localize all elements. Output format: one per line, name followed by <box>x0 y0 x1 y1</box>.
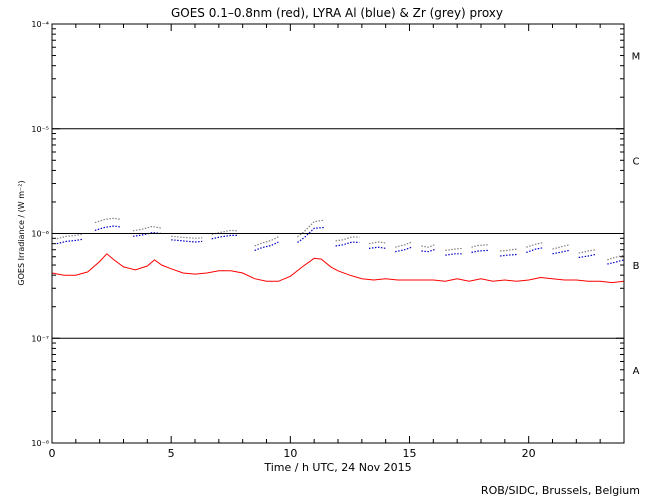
y-tick-label-2: 10⁻⁶ <box>31 230 49 239</box>
x-tick-label-5: 5 <box>168 447 175 460</box>
chart-title: GOES 0.1–0.8nm (red), LYRA Al (blue) & Z… <box>171 6 503 20</box>
series-2-line-15 <box>552 244 570 250</box>
series-2-line-11 <box>445 247 462 251</box>
series-2-line-2 <box>132 225 162 232</box>
series-2-line-1 <box>94 217 122 224</box>
series-2-line-13 <box>500 248 517 252</box>
y-axis-label: GOES Irradiance / (W m⁻²) <box>17 180 26 285</box>
x-tick-label-20: 20 <box>522 447 536 460</box>
y-tick-label-3: 10⁻⁷ <box>31 334 49 343</box>
y-tick-label-1: 10⁻⁵ <box>31 125 49 134</box>
x-axis-label: Time / h UTC, 24 Nov 2015 <box>263 461 411 474</box>
series-1-line-11 <box>445 253 462 256</box>
flare-class-a: A <box>633 366 640 377</box>
y-axis: 10⁻⁴ 10⁻⁵ 10⁻⁶ 10⁻⁷ 10⁻⁸ <box>31 20 624 448</box>
flare-class-b: B <box>633 261 640 272</box>
series-2-line-12 <box>471 244 489 248</box>
series-2-line-6 <box>297 219 324 238</box>
x-tick-label-15: 15 <box>403 447 417 460</box>
y-tick-label-4: 10⁻⁸ <box>31 439 49 448</box>
series-2-line-14 <box>526 241 544 248</box>
series-1-line-4 <box>211 234 238 240</box>
flare-class-labels: M C B A <box>632 52 641 377</box>
flare-class-c: C <box>633 156 640 167</box>
series-2-line-0 <box>56 233 84 240</box>
series-1-line-10 <box>421 248 436 253</box>
x-tick-label-10: 10 <box>283 447 297 460</box>
series-1-line-17 <box>607 259 625 265</box>
series-2-line-8 <box>368 241 386 245</box>
credit-footer: ROB/SIDC, Brussels, Belgium <box>480 484 640 497</box>
series-1-line-0 <box>56 238 84 245</box>
x-axis: 0 5 10 15 20 <box>49 24 625 460</box>
series-1-line-13 <box>500 253 517 257</box>
series-2-line-17 <box>607 254 625 261</box>
reference-lines <box>52 128 624 339</box>
series-1-line-6 <box>297 226 324 243</box>
series-2-line-5 <box>254 236 279 247</box>
series-2-line-10 <box>421 243 436 248</box>
series-2-line-9 <box>395 241 413 248</box>
series-2-line-3 <box>171 235 203 239</box>
series-1-line-7 <box>335 241 360 247</box>
series-1-line-9 <box>395 246 413 253</box>
series-1-line-1 <box>94 225 122 231</box>
series-0-line-0 <box>51 253 625 284</box>
series-1-line-15 <box>552 249 570 255</box>
flare-class-m: M <box>632 52 641 63</box>
series-2-line-7 <box>335 236 360 242</box>
series-layer <box>51 217 625 284</box>
series-1-line-14 <box>526 247 544 253</box>
y-tick-label-0: 10⁻⁴ <box>31 20 49 29</box>
series-1-line-16 <box>578 253 596 259</box>
x-tick-label-0: 0 <box>49 447 56 460</box>
series-2-line-16 <box>578 249 596 254</box>
series-1-line-5 <box>254 241 279 251</box>
series-1-line-3 <box>171 239 203 243</box>
series-1-line-12 <box>471 249 489 253</box>
series-1-line-8 <box>368 246 386 249</box>
